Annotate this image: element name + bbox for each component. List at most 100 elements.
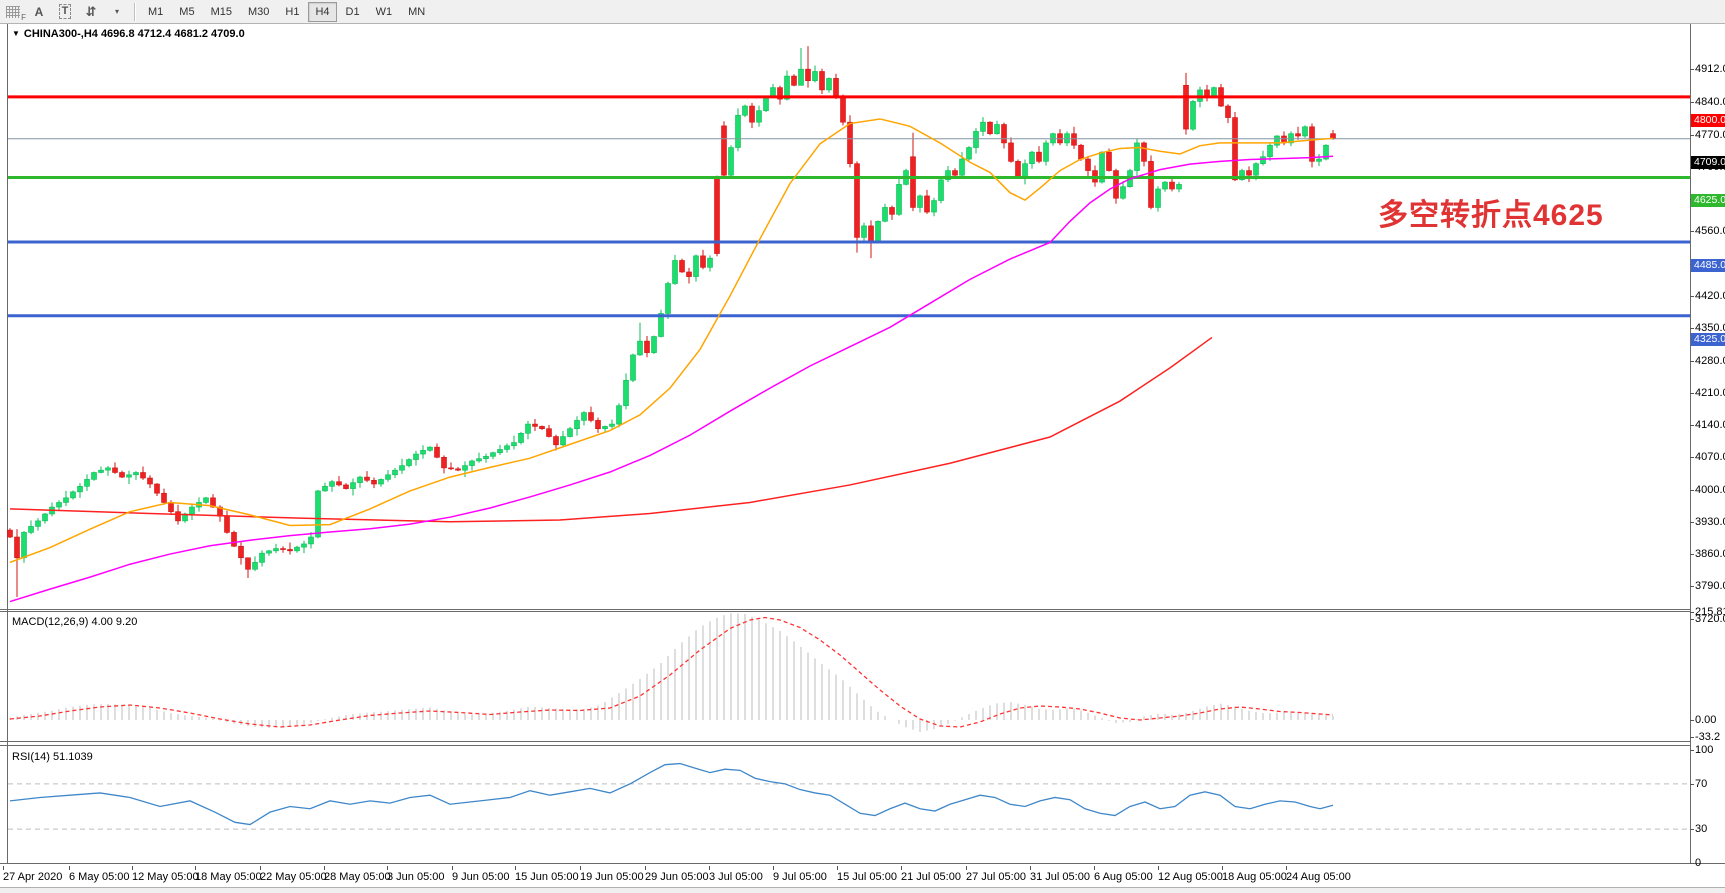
time-label: 6 Aug 05:00	[1094, 871, 1153, 883]
text-tool-icon[interactable]: T	[53, 3, 77, 21]
time-label: 19 Jun 05:00	[580, 871, 644, 883]
time-tick	[515, 866, 516, 870]
time-label: 12 May 05:00	[132, 871, 199, 883]
timeframe-button-w1[interactable]: W1	[375, 5, 393, 18]
price-tick-4210.0: 4210.0	[1695, 386, 1725, 399]
rsi-axis-30: 30	[1695, 823, 1708, 836]
price-tick-4840.0: 4840.0	[1695, 96, 1725, 109]
time-label: 15 Jun 05:00	[515, 871, 579, 883]
time-label: 18 May 05:00	[195, 871, 262, 883]
time-tick	[1286, 866, 1287, 870]
timeframe-button-mn[interactable]: MN	[408, 5, 426, 18]
price-badge-4325.0: 4325.0	[1691, 332, 1725, 346]
rsi-panel-chart	[8, 762, 1690, 830]
price-tick-4560.0: 4560.0	[1695, 225, 1725, 238]
price-tick-3790.0: 3790.0	[1695, 580, 1725, 593]
price-tick-3720.0: 3720.0	[1695, 612, 1725, 625]
ma-long-red-line[interactable]	[9, 336, 1213, 523]
timeframe-button-m15[interactable]: M15	[210, 5, 232, 18]
timeframe-button-m30[interactable]: M30	[247, 5, 270, 18]
price-badge-4709.0: 4709.0	[1691, 155, 1725, 169]
price-tick-4350.0: 4350.0	[1695, 322, 1725, 335]
macd-axis-0.00: 0.00	[1695, 714, 1717, 726]
time-tick	[195, 866, 196, 870]
axis-tick	[1690, 750, 1694, 751]
timeframe-button-row: M1 M5 M15 M30 H1 H4 D1 W1 MN	[140, 1, 433, 22]
axis-tick	[1690, 720, 1694, 721]
price-badge-4625.0: 4625.0	[1691, 194, 1725, 208]
axis-tick	[1690, 231, 1694, 233]
time-tick	[901, 866, 902, 870]
macd-divider-top[interactable]	[0, 609, 1690, 610]
time-tick	[966, 866, 967, 870]
time-axis-divider	[0, 863, 1725, 864]
object-arrows-icon[interactable]: ⇵	[85, 3, 97, 19]
time-tick	[1222, 866, 1223, 870]
time-label: 21 Jul 05:00	[901, 871, 961, 883]
axis-tick	[1690, 521, 1694, 523]
price-badge-4485.0: 4485.0	[1691, 259, 1725, 273]
price-axis-border	[1690, 24, 1691, 863]
time-tick	[69, 866, 70, 870]
time-label: 9 Jul 05:00	[773, 871, 827, 883]
time-axis[interactable]: 27 Apr 2020 6 May 05:00 12 May 05:00 18 May…	[0, 866, 1725, 887]
rsi-divider-top[interactable]	[0, 741, 1690, 742]
time-label: 27 Apr 2020	[3, 871, 63, 883]
axis-tick	[1690, 586, 1694, 588]
macd-divider-bottom[interactable]	[0, 611, 1690, 612]
axis-tick	[1690, 863, 1694, 864]
time-label: 29 Jun 05:00	[645, 871, 709, 883]
price-tick-4070.0: 4070.0	[1695, 451, 1725, 464]
axis-tick	[1690, 489, 1694, 491]
time-label: 24 Aug 05:00	[1286, 871, 1351, 883]
time-tick	[132, 866, 133, 870]
time-label: 27 Jul 05:00	[966, 871, 1026, 883]
time-label: 3 Jul 05:00	[709, 871, 763, 883]
axis-tick	[1690, 554, 1694, 556]
price-tick-4280.0: 4280.0	[1695, 354, 1725, 367]
price-tick-4912.0: 4912.0	[1695, 63, 1725, 76]
rsi-divider-bottom[interactable]	[0, 745, 1690, 746]
price-tick-3930.0: 3930.0	[1695, 515, 1725, 528]
price-tick-3860.0: 3860.0	[1695, 548, 1725, 561]
time-tick	[580, 866, 581, 870]
axis-tick	[1690, 328, 1694, 330]
chart-window: ▼ CHINA300-,H4 4696.8 4712.4 4681.2 4709.…	[0, 24, 1725, 893]
time-tick	[387, 866, 388, 870]
time-label: 15 Jul 05:00	[837, 871, 897, 883]
dropdown-caret-icon[interactable]: ▾	[114, 7, 119, 16]
time-tick	[645, 866, 646, 870]
collapse-triangle-icon[interactable]: ▼	[12, 29, 20, 38]
timeframe-button-m1[interactable]: M1	[148, 5, 164, 18]
ma-slow-magenta-line[interactable]	[9, 155, 1334, 603]
time-label: 12 Aug 05:00	[1158, 871, 1223, 883]
rsi-label: RSI(14) 51.1039	[12, 751, 93, 763]
axis-tick	[1690, 829, 1694, 831]
cursor-arrow-icon[interactable]: A	[34, 4, 44, 19]
main-price-chart	[7, 46, 1690, 603]
chart-grid-icon[interactable]: F	[1, 3, 26, 22]
chart-title[interactable]: ▼ CHINA300-,H4 4696.8 4712.4 4681.2 4709.…	[12, 28, 245, 40]
chart-annotation-text[interactable]: 多空转折点4625	[1378, 199, 1604, 232]
time-tick	[1158, 866, 1159, 870]
macd-panel-chart	[9, 613, 1334, 732]
timeframe-button-h4[interactable]: H4	[308, 1, 337, 22]
axis-tick	[1690, 736, 1694, 738]
axis-tick	[1690, 69, 1694, 71]
price-tick-4000.0: 4000.0	[1695, 483, 1725, 496]
window-bottom-strip	[0, 887, 1725, 893]
axis-tick	[1690, 360, 1694, 362]
toolbar-separator	[134, 2, 136, 21]
timeframe-button-m5[interactable]: M5	[179, 5, 195, 18]
axis-tick	[1690, 783, 1694, 785]
ma-fast-orange-line[interactable]	[9, 118, 1334, 564]
macd-axis-215.81: 215.81	[1695, 606, 1725, 619]
timeframe-button-d1[interactable]: D1	[345, 5, 360, 18]
timeframe-button-h1[interactable]: H1	[285, 5, 300, 18]
time-label: 6 May 05:00	[69, 871, 130, 883]
axis-tick	[1690, 612, 1694, 614]
chart-left-border	[7, 24, 8, 863]
time-label: 31 Jul 05:00	[1030, 871, 1090, 883]
axis-tick	[1690, 425, 1694, 427]
